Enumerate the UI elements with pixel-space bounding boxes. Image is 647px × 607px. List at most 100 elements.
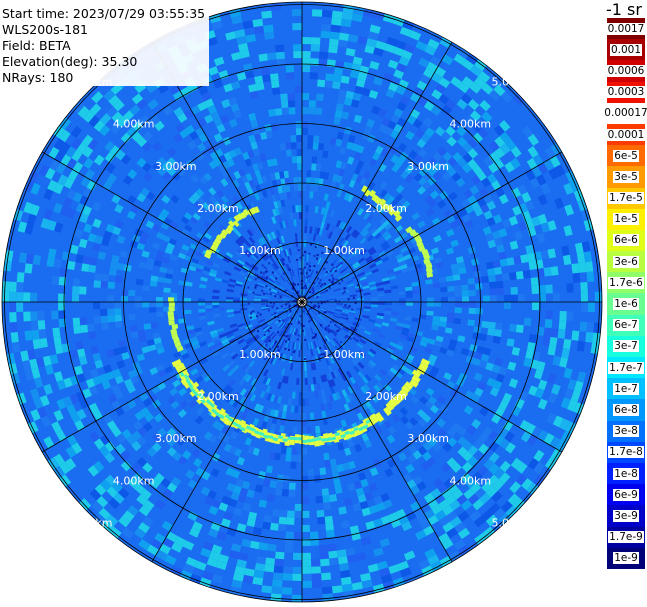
range-gate-cell xyxy=(295,314,298,321)
range-gate-cell xyxy=(359,368,367,377)
range-gate-cell xyxy=(398,291,406,296)
aerosol-layer-edge xyxy=(316,437,322,441)
range-gate-cell xyxy=(171,542,183,553)
range-gate-cell xyxy=(410,485,421,496)
range-gate-cell xyxy=(155,231,165,240)
range-gate-cell xyxy=(261,299,269,301)
range-gate-cell xyxy=(257,449,265,458)
near-range-noise xyxy=(330,270,333,273)
aerosol-layer-arc xyxy=(418,362,429,371)
range-gate-cell xyxy=(166,354,175,362)
near-range-noise xyxy=(285,303,288,306)
range-gate-cell xyxy=(493,158,505,170)
range-gate-cell xyxy=(445,494,457,506)
range-gate-cell xyxy=(217,554,229,564)
range-gate-cell xyxy=(232,391,240,400)
range-gate-cell xyxy=(286,325,291,333)
range-gate-cell xyxy=(290,461,297,469)
range-gate-cell xyxy=(347,283,355,288)
range-gate-cell xyxy=(302,93,310,101)
range-gate-cell xyxy=(257,404,264,413)
range-gate-cell xyxy=(495,322,503,331)
range-gate-cell xyxy=(428,199,438,208)
range-gate-cell xyxy=(289,270,293,277)
near-range-noise xyxy=(343,287,346,290)
range-gate-cell xyxy=(314,205,319,214)
range-gate-cell xyxy=(342,240,349,248)
range-gate-cell xyxy=(360,572,372,582)
range-gate-cell xyxy=(460,499,473,511)
range-gate-cell xyxy=(573,282,581,293)
near-range-noise xyxy=(299,268,302,270)
aerosol-layer-arc xyxy=(401,384,411,394)
range-gate-cell xyxy=(210,521,221,532)
range-gate-cell xyxy=(468,289,476,297)
range-gate-cell xyxy=(320,221,325,229)
range-gate-cell xyxy=(264,123,272,132)
range-gate-cell xyxy=(106,486,118,498)
range-gate-cell xyxy=(387,370,395,378)
range-gate-cell xyxy=(164,366,174,374)
range-gate-cell xyxy=(93,280,102,288)
near-range-noise xyxy=(300,272,303,275)
range-gate-cell xyxy=(411,317,419,323)
range-gate-cell xyxy=(289,303,297,306)
range-gate-cell xyxy=(181,352,190,360)
range-gate-cell xyxy=(344,126,352,135)
range-gate-cell xyxy=(427,437,438,447)
range-gate-cell xyxy=(136,193,147,203)
range-gate-cell xyxy=(225,467,235,477)
range-gate-cell xyxy=(164,121,175,132)
range-gate-cell xyxy=(488,151,500,163)
range-gate-cell xyxy=(194,498,205,509)
aerosol-layer-arc xyxy=(168,306,175,312)
range-gate-cell xyxy=(345,279,353,284)
range-gate-cell xyxy=(252,323,260,328)
range-gate-cell xyxy=(161,256,170,264)
aerosol-layer-arc xyxy=(370,413,380,424)
range-gate-cell xyxy=(188,195,197,205)
colorbar-swatch: 0.0006 xyxy=(606,60,646,82)
range-gate-cell xyxy=(226,288,234,293)
range-gate-cell xyxy=(485,261,494,270)
range-gate-cell xyxy=(189,216,198,225)
range-gate-cell xyxy=(93,438,105,450)
range-gate-cell xyxy=(402,323,411,329)
range-gate-cell xyxy=(313,293,321,297)
range-gate-cell xyxy=(99,350,108,360)
near-range-noise xyxy=(313,265,316,267)
aerosol-layer-arc xyxy=(171,324,179,330)
scan-info-panel: Start time: 2023/07/29 03:55:35 WLS200s-… xyxy=(0,6,210,86)
range-gate-cell xyxy=(313,135,320,143)
range-gate-cell xyxy=(472,332,481,340)
range-gate-cell xyxy=(472,264,481,272)
range-gate-cell xyxy=(426,302,434,307)
near-range-noise xyxy=(319,347,322,350)
range-gate-cell xyxy=(302,289,304,297)
range-gate-cell xyxy=(22,360,32,372)
aerosol-layer-edge xyxy=(214,411,221,417)
near-range-noise xyxy=(277,331,279,334)
near-range-noise xyxy=(284,347,287,350)
range-gate-cell xyxy=(266,494,275,502)
range-gate-cell xyxy=(275,44,285,53)
aerosol-layer-arc xyxy=(254,206,260,214)
range-gate-cell xyxy=(202,541,214,551)
range-gate-cell xyxy=(264,564,275,573)
range-gate-cell xyxy=(322,244,328,252)
colorbar-tick-label: 6e-7 xyxy=(613,319,639,332)
range-gate-cell xyxy=(285,264,290,271)
range-gate-cell xyxy=(200,276,208,282)
range-gate-cell xyxy=(361,433,370,442)
range-gate-cell xyxy=(413,86,424,97)
range-gate-cell xyxy=(521,210,532,221)
range-gate-cell xyxy=(6,352,16,365)
range-gate-cell xyxy=(302,378,305,385)
range-gate-cell xyxy=(309,191,314,199)
range-gate-cell xyxy=(457,81,470,94)
range-gate-cell xyxy=(545,284,553,294)
colorbar-swatch: 1.7e-6 xyxy=(607,272,645,294)
range-gate-cell xyxy=(383,175,392,184)
near-range-noise xyxy=(309,291,312,294)
